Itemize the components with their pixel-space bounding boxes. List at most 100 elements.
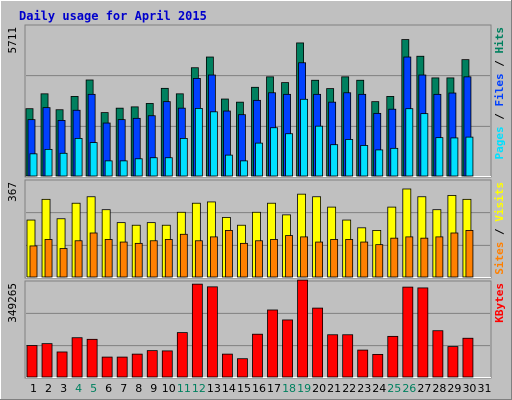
pages-bar-day-12 xyxy=(194,108,203,177)
bottom-legend-kbytes: KBytes xyxy=(493,283,506,323)
day-label-3: 3 xyxy=(60,382,67,395)
chart-panels: 5711 Pages / Files / Hits 367 Sites / Visit… xyxy=(6,24,506,379)
sites-bar-day-11 xyxy=(179,233,188,278)
kbytes-bar-day-6 xyxy=(101,356,113,378)
day-label-13: 13 xyxy=(207,382,221,395)
kbytes-bar-day-13 xyxy=(206,286,218,378)
sites-bar-day-23 xyxy=(360,241,369,278)
sites-bar-day-22 xyxy=(345,239,354,278)
top-legend-hits: Hits xyxy=(493,27,506,54)
pages-bar-day-1 xyxy=(29,153,38,177)
day-label-27: 27 xyxy=(417,382,431,395)
kbytes-bar-day-19 xyxy=(297,279,308,378)
day-label-2: 2 xyxy=(45,382,52,395)
sites-bar-day-28 xyxy=(435,236,444,278)
kbytes-bar-day-18 xyxy=(282,319,293,378)
bottom-panel: 349265 KBytes xyxy=(6,279,506,379)
day-label-23: 23 xyxy=(357,382,371,395)
day-label-7: 7 xyxy=(120,382,127,395)
pages-bar-day-22 xyxy=(345,139,354,177)
day-label-24: 24 xyxy=(372,382,386,395)
pages-bar-day-21 xyxy=(330,144,339,177)
sites-bar-day-7 xyxy=(119,241,128,278)
day-label-12: 12 xyxy=(192,382,206,395)
day-label-1: 1 xyxy=(30,382,37,395)
pages-bar-day-10 xyxy=(164,157,173,177)
sites-bar-day-4 xyxy=(74,240,83,278)
sites-bar-day-19 xyxy=(300,236,308,278)
kbytes-bar-day-1 xyxy=(26,345,38,378)
sites-bar-day-15 xyxy=(240,242,248,278)
day-label-16: 16 xyxy=(252,382,266,395)
top-legend-separator: / xyxy=(493,107,506,127)
kbytes-bar-day-4 xyxy=(71,337,83,378)
pages-bar-day-30 xyxy=(465,136,474,177)
top-legend-pages: Pages xyxy=(493,126,506,159)
day-label-28: 28 xyxy=(432,382,446,395)
kbytes-bar-day-15 xyxy=(237,358,248,378)
pages-bar-day-9 xyxy=(149,157,158,177)
day-label-18: 18 xyxy=(282,382,296,395)
pages-bar-day-3 xyxy=(59,152,68,177)
pages-bar-day-11 xyxy=(179,138,188,177)
day-label-30: 30 xyxy=(462,382,476,395)
pages-bar-day-28 xyxy=(435,137,444,177)
kbytes-bar-day-29 xyxy=(447,346,459,378)
day-label-26: 26 xyxy=(402,382,416,395)
day-label-17: 17 xyxy=(267,382,281,395)
kbytes-bar-day-3 xyxy=(56,351,68,378)
kbytes-bar-day-7 xyxy=(116,356,128,378)
middle-panel: 367 Sites / Visits xyxy=(6,179,506,279)
pages-bar-day-17 xyxy=(270,127,278,177)
sites-bar-day-6 xyxy=(104,239,113,278)
kbytes-bar-day-22 xyxy=(342,334,354,378)
pages-bar-day-4 xyxy=(74,138,83,177)
day-label-14: 14 xyxy=(222,382,236,395)
kbytes-bar-day-17 xyxy=(267,309,278,378)
sites-bar-day-5 xyxy=(89,232,98,278)
pages-bar-day-19 xyxy=(300,98,308,177)
sites-bar-day-18 xyxy=(285,235,293,278)
middle-legend-visits: Visits xyxy=(493,182,506,222)
top-panel: 5711 Pages / Files / Hits xyxy=(6,24,506,178)
kbytes-bar-day-25 xyxy=(387,335,399,378)
x-axis-day-labels: 1 2 3 4 5 6 7 8 9 10 11 12 13 14 15 16 17 18 19 20 21 22 23 24 2… xyxy=(30,382,491,395)
pages-bar-day-7 xyxy=(119,160,128,177)
day-label-22: 22 xyxy=(342,382,356,395)
kbytes-bar-day-5 xyxy=(86,338,98,378)
pages-bar-day-18 xyxy=(285,133,293,177)
day-label-9: 9 xyxy=(150,382,157,395)
kbytes-bar-day-24 xyxy=(372,353,384,378)
sites-bar-day-29 xyxy=(450,232,459,278)
bottom-ymax-label: 349265 xyxy=(6,283,19,323)
top-ymax-label: 5711 xyxy=(6,27,19,54)
sites-bar-day-2 xyxy=(44,239,53,278)
top-legend: Pages / Files / Hits xyxy=(493,27,506,160)
pages-bar-day-8 xyxy=(134,158,143,177)
day-label-6: 6 xyxy=(105,382,112,395)
sites-bar-day-1 xyxy=(29,245,38,278)
top-legend-files: Files xyxy=(493,73,506,106)
day-label-15: 15 xyxy=(237,382,251,395)
day-label-11: 11 xyxy=(177,382,191,395)
middle-ymax-label: 367 xyxy=(6,182,19,202)
sites-bar-day-10 xyxy=(164,239,173,278)
sites-bar-day-13 xyxy=(209,236,218,278)
kbytes-bar-day-20 xyxy=(312,307,324,378)
chart-title: Daily usage for April 2015 xyxy=(19,9,207,23)
series-sites xyxy=(29,230,474,278)
day-label-10: 10 xyxy=(162,382,176,395)
sites-bar-day-8 xyxy=(134,242,143,278)
pages-bar-day-14 xyxy=(225,154,233,177)
kbytes-bar-day-26 xyxy=(402,286,414,378)
sites-bar-day-14 xyxy=(225,230,233,278)
sites-bar-day-27 xyxy=(420,237,429,278)
middle-legend-separator: / xyxy=(493,222,506,242)
series-pages xyxy=(29,98,474,177)
day-label-25: 25 xyxy=(387,382,401,395)
pages-bar-day-2 xyxy=(44,148,53,177)
kbytes-bar-day-16 xyxy=(252,333,263,378)
pages-bar-day-24 xyxy=(375,149,384,177)
day-label-19: 19 xyxy=(297,382,311,395)
